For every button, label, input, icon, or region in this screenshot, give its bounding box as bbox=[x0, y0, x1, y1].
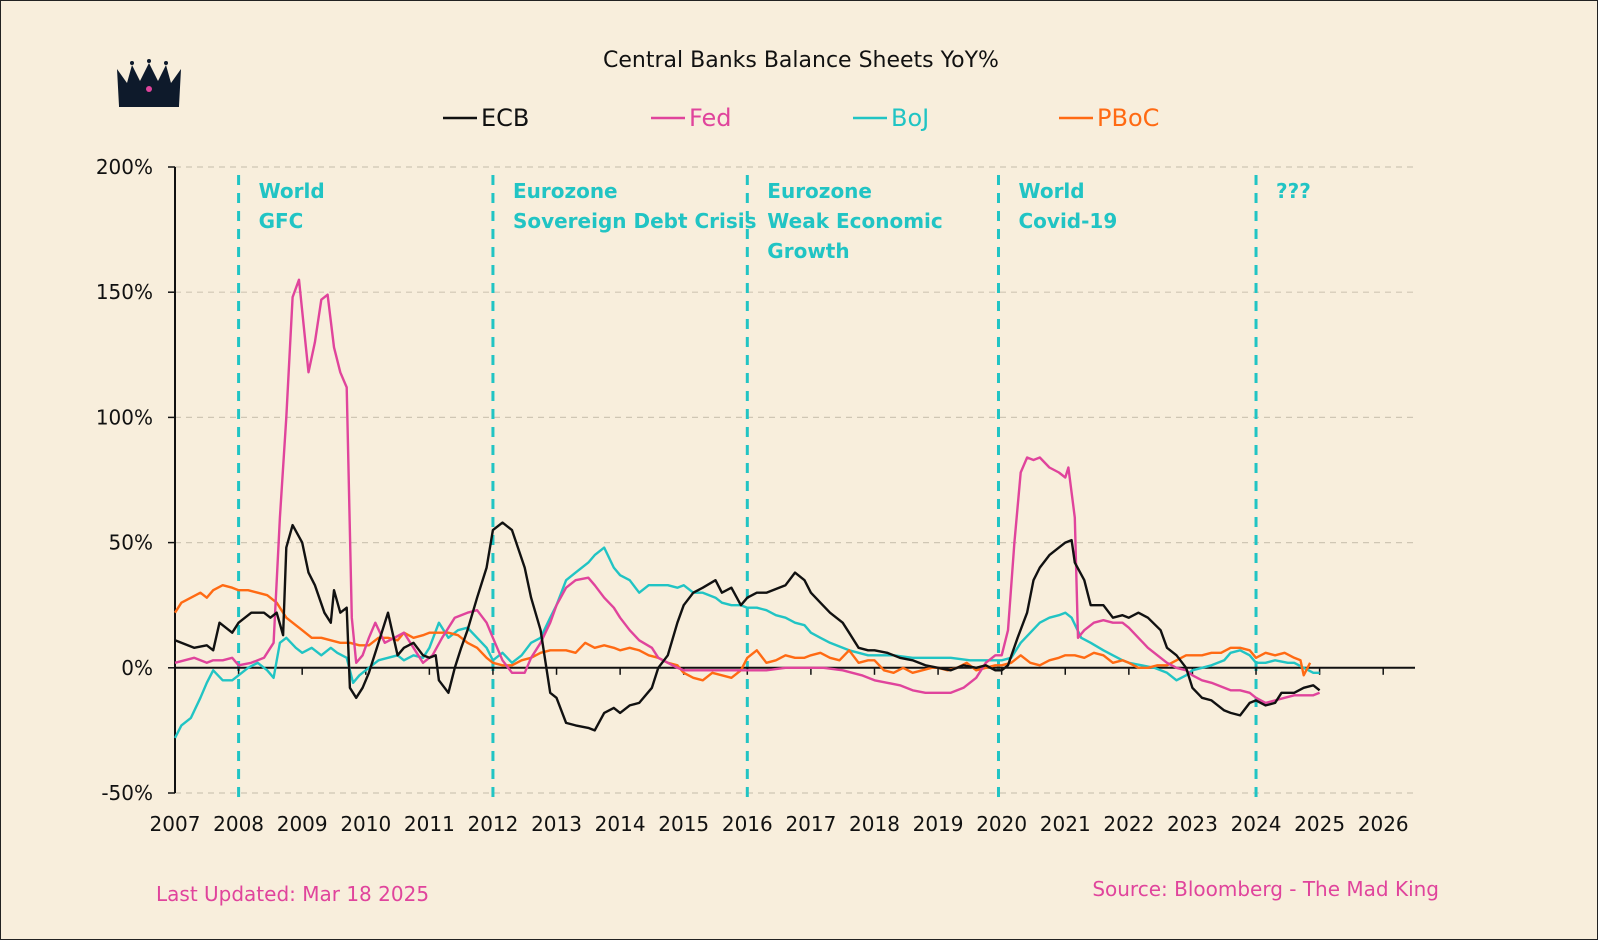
xtick-label: 2007 bbox=[150, 812, 201, 836]
legend-label-boj: BoJ bbox=[891, 104, 929, 132]
ytick-label: 0% bbox=[121, 656, 153, 680]
source-label: Source: Bloomberg - The Mad King bbox=[1092, 877, 1439, 901]
xtick-label: 2016 bbox=[722, 812, 773, 836]
xtick-label: 2026 bbox=[1358, 812, 1409, 836]
legend-label-ecb: ECB bbox=[481, 104, 529, 132]
xtick-label: 2015 bbox=[658, 812, 709, 836]
event-label: GFC bbox=[259, 209, 304, 233]
event-label: ??? bbox=[1276, 179, 1311, 203]
event-label: Sovereign Debt Crisis bbox=[513, 209, 757, 233]
xtick-label: 2014 bbox=[595, 812, 646, 836]
axes: -50% 0% 50% 100% 150% 200% 2007 2008 2009 2010 201… bbox=[96, 155, 1415, 836]
gridlines bbox=[175, 166, 1415, 794]
xtick-label: 2020 bbox=[976, 812, 1027, 836]
xtick-label: 2019 bbox=[913, 812, 964, 836]
event-label: Covid-19 bbox=[1018, 209, 1117, 233]
crown-logo-icon bbox=[117, 59, 181, 107]
xtick-label: 2025 bbox=[1294, 812, 1345, 836]
ytick-label: 150% bbox=[96, 280, 153, 304]
event-label: World bbox=[1018, 179, 1084, 203]
legend: ECB Fed BoJ PBoC bbox=[443, 104, 1159, 132]
last-updated-label: Last Updated: Mar 18 2025 bbox=[156, 882, 429, 906]
xtick-label: 2021 bbox=[1040, 812, 1091, 836]
series-lines bbox=[173, 278, 1321, 739]
series-line-ecb bbox=[174, 521, 1321, 732]
xtick-label: 2013 bbox=[531, 812, 582, 836]
xtick-label: 2009 bbox=[277, 812, 328, 836]
series-line-fed bbox=[174, 278, 1321, 705]
event-label: Eurozone bbox=[513, 179, 618, 203]
ytick-label: 100% bbox=[96, 405, 153, 429]
legend-label-pboc: PBoC bbox=[1097, 104, 1159, 132]
xtick-label: 2018 bbox=[849, 812, 900, 836]
xtick-label: 2012 bbox=[467, 812, 518, 836]
xtick-label: 2011 bbox=[404, 812, 455, 836]
ytick-label: 50% bbox=[109, 531, 153, 555]
event-label: Weak Economic bbox=[767, 209, 942, 233]
event-label: World bbox=[259, 179, 325, 203]
ytick-label: 200% bbox=[96, 155, 153, 179]
xtick-label: 2010 bbox=[340, 812, 391, 836]
event-markers: World GFC Eurozone Sovereign Debt Crisis Eur… bbox=[237, 175, 1311, 797]
legend-label-fed: Fed bbox=[689, 104, 732, 132]
event-label: Growth bbox=[767, 239, 849, 263]
xtick-label: 2017 bbox=[785, 812, 836, 836]
xtick-label: 2024 bbox=[1231, 812, 1282, 836]
ytick-label: -50% bbox=[101, 781, 153, 805]
xtick-label: 2008 bbox=[213, 812, 264, 836]
chart-title: Central Banks Balance Sheets YoY% bbox=[603, 48, 999, 73]
xtick-label: 2023 bbox=[1167, 812, 1218, 836]
xtick-label: 2022 bbox=[1103, 812, 1154, 836]
event-label: Eurozone bbox=[767, 179, 872, 203]
series-line-pboc bbox=[173, 584, 1312, 682]
